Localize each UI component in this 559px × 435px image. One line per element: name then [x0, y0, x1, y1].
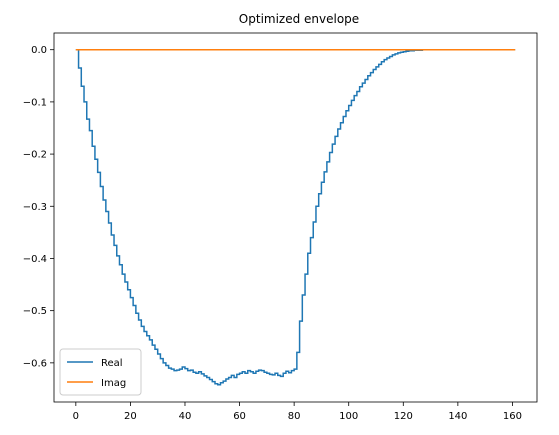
- legend: Real Imag: [59, 348, 142, 396]
- y-tick-label: −0.2: [23, 150, 47, 161]
- y-tick-label: −0.3: [23, 202, 47, 213]
- chart-title: Optimized envelope: [239, 12, 359, 26]
- legend-label-real: Real: [101, 358, 123, 369]
- series-line-real: [75, 48, 516, 386]
- x-tick-label: 100: [339, 411, 358, 422]
- x-tick-label: 160: [503, 411, 522, 422]
- x-tick-label: 140: [448, 411, 467, 422]
- x-tick-label: 120: [394, 411, 413, 422]
- x-tick-label: 40: [179, 411, 192, 422]
- axes-frame: [53, 32, 538, 403]
- legend-label-imag: Imag: [101, 378, 126, 389]
- y-tick-label: −0.6: [23, 358, 47, 369]
- x-tick-label: 0: [73, 411, 79, 422]
- x-tick-label: 60: [233, 411, 246, 422]
- x-tick-label: 20: [124, 411, 137, 422]
- plot-area: [75, 48, 516, 386]
- y-tick-label: 0.0: [31, 45, 47, 56]
- axes: 0 20 40 60 80 100 120 140 160 0.0 −0.1 −0.2 −0.3 −0.4…: [23, 32, 538, 422]
- y-tick-label: −0.1: [23, 97, 47, 108]
- legend-box: [59, 348, 142, 396]
- y-tick-label: −0.4: [23, 254, 47, 265]
- y-tick-label: −0.5: [23, 306, 47, 317]
- x-tick-label: 80: [288, 411, 301, 422]
